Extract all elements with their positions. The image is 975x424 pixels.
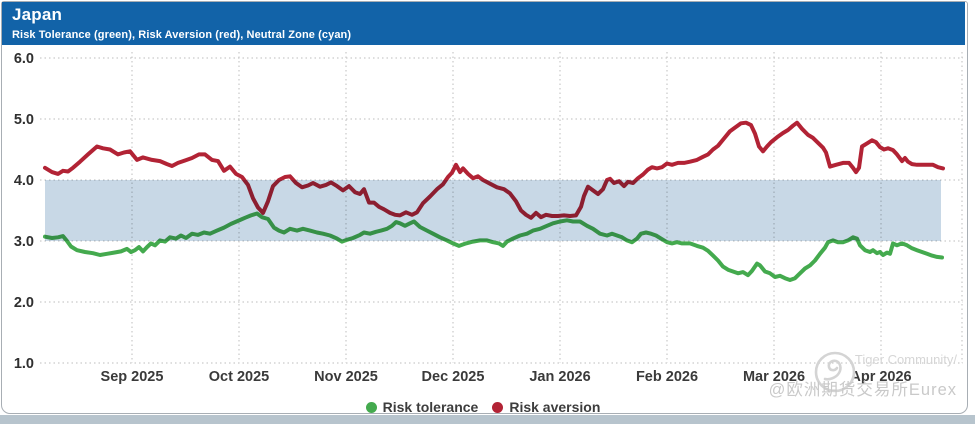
y-tick-3.0: 3.0 (14, 234, 34, 250)
chart-subtitle: Risk Tolerance (green), Risk Aversion (r… (12, 29, 352, 41)
y-tick-1.0: 1.0 (14, 356, 34, 372)
legend-item-risk-aversion: Risk aversion (492, 399, 600, 415)
y-tick-6.0: 6.0 (14, 51, 34, 67)
legend-item-risk-tolerance: Risk tolerance (365, 399, 479, 415)
y-axis-tick-labels: 6.0 5.0 4.0 3.0 2.0 1.0 (14, 51, 34, 372)
y-tick-5.0: 5.0 (14, 112, 34, 128)
y-tick-4.0: 4.0 (14, 173, 34, 189)
neutral-zone-band (45, 180, 941, 241)
chart-header: Japan Risk Tolerance (green), Risk Avers… (2, 2, 965, 45)
tiger-community-logo-icon (814, 351, 856, 393)
x-tick-feb-2026: Feb 2026 (636, 369, 698, 385)
x-tick-nov-2025: Nov 2025 (314, 369, 378, 385)
bottom-divider-bar (0, 415, 975, 424)
risk-tolerance-dot-icon (365, 401, 377, 413)
x-tick-jan-2026: Jan 2026 (529, 369, 590, 385)
x-axis-tick-labels: Sep 2025 Oct 2025 Nov 2025 Dec 2025 Jan 2026… (101, 369, 912, 385)
y-tick-2.0: 2.0 (14, 295, 34, 311)
legend-label-risk-tolerance: Risk tolerance (382, 399, 479, 415)
chart-legend: Risk tolerance Risk aversion (0, 396, 966, 418)
legend-label-risk-aversion: Risk aversion (509, 399, 601, 415)
x-tick-oct-2025: Oct 2025 (209, 369, 269, 385)
chart-title: Japan (12, 5, 63, 24)
risk-aversion-dot-icon (492, 401, 504, 413)
x-tick-dec-2025: Dec 2025 (422, 369, 485, 385)
x-tick-mar-2026: Mar 2026 (743, 369, 805, 385)
x-tick-sep-2025: Sep 2025 (101, 369, 164, 385)
x-tick-apr-2026: Apr 2026 (850, 369, 911, 385)
